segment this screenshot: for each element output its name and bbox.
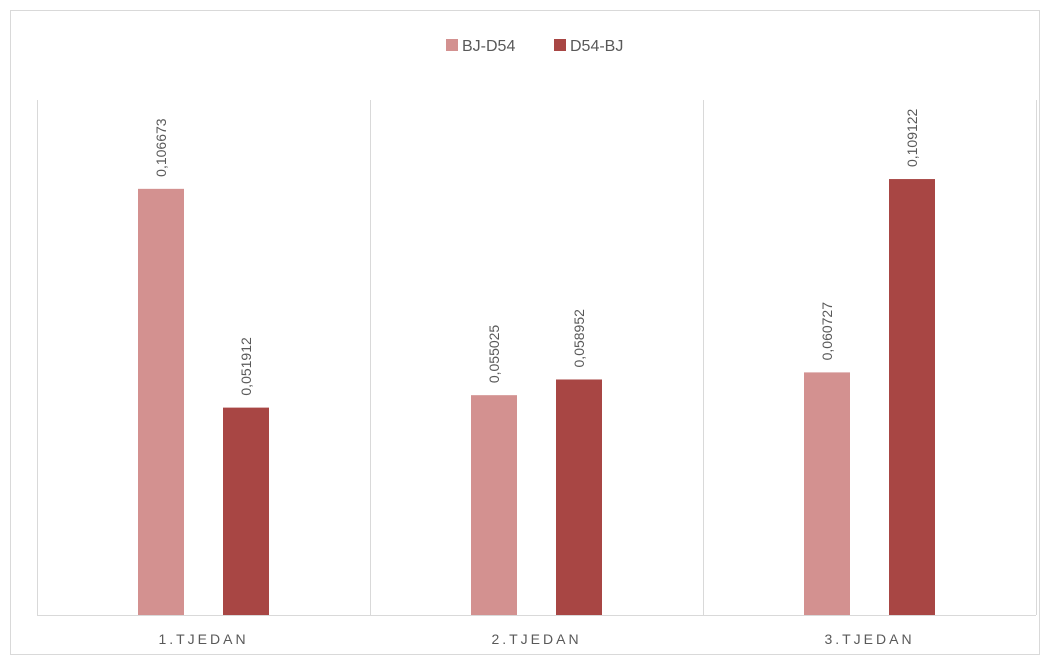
legend-swatch-bj-d54 bbox=[446, 39, 458, 51]
bar-d54-bj-3 bbox=[889, 179, 935, 615]
data-label: 0,058952 bbox=[571, 309, 587, 368]
legend: BJ-D54 D54-BJ bbox=[446, 38, 623, 55]
bar-d54-bj-2 bbox=[556, 379, 602, 615]
bar-bj-d54-1 bbox=[138, 188, 184, 615]
data-label: 0,060727 bbox=[819, 302, 835, 361]
legend-label-bj-d54: BJ-D54 bbox=[462, 38, 515, 55]
x-tick-label: 3.TJEDAN bbox=[824, 631, 914, 647]
bar-bj-d54-2 bbox=[471, 395, 517, 615]
data-label: 0,109122 bbox=[904, 108, 920, 167]
bar-bj-d54-3 bbox=[804, 372, 850, 615]
grid bbox=[37, 100, 1037, 615]
x-axis: 1.TJEDAN 2.TJEDAN 3.TJEDAN bbox=[37, 615, 1036, 647]
x-tick-label: 1.TJEDAN bbox=[158, 631, 248, 647]
data-label: 0,106673 bbox=[153, 118, 169, 177]
bars bbox=[138, 179, 935, 615]
data-labels: 0,106673 0,051912 0,055025 0,058952 0,060727… bbox=[153, 108, 920, 395]
legend-swatch-d54-bj bbox=[554, 39, 566, 51]
data-label: 0,055025 bbox=[486, 325, 502, 384]
bar-d54-bj-1 bbox=[223, 407, 269, 615]
x-tick-label: 2.TJEDAN bbox=[491, 631, 581, 647]
legend-label-d54-bj: D54-BJ bbox=[570, 38, 623, 55]
data-label: 0,051912 bbox=[238, 337, 254, 396]
